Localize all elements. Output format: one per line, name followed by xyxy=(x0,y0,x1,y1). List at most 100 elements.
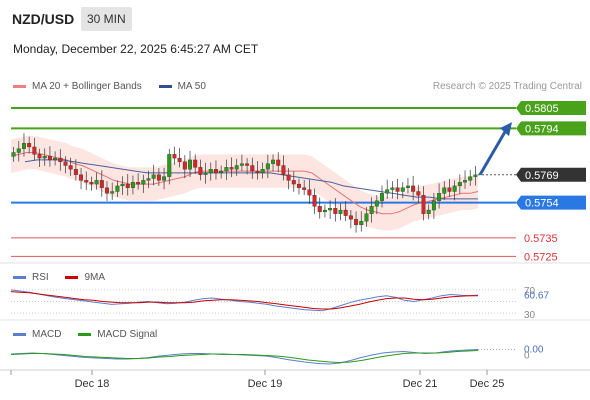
price-legend: MA 20 + Bollinger Bands MA 50 xyxy=(13,81,220,92)
x-tick-label: Dec 21 xyxy=(403,378,438,390)
legend-swatch-rsi-ma xyxy=(65,275,79,279)
candle-body xyxy=(312,195,317,207)
candle-body xyxy=(447,187,452,192)
rsi-ma-line xyxy=(10,291,478,310)
level-tag-0.5805 xyxy=(516,100,586,115)
x-tick-label: Dec 25 xyxy=(470,378,505,390)
x-tick-label: Dec 18 xyxy=(75,378,110,390)
candle-body xyxy=(260,169,265,174)
candle-body xyxy=(473,174,478,177)
level-tag-0.5769 xyxy=(516,167,586,182)
candle-body xyxy=(203,172,208,175)
chart-header: NZD/USD 30 MIN xyxy=(0,0,590,40)
macd-axis-label: 0 xyxy=(524,351,530,362)
candle-body xyxy=(115,185,120,192)
candle-body xyxy=(68,165,73,170)
candle-body xyxy=(239,163,244,166)
candle-body xyxy=(47,156,52,161)
macd-signal-line xyxy=(10,350,479,364)
candle-body xyxy=(374,200,379,207)
candle-body xyxy=(421,195,426,214)
legend-item-rsi: RSI xyxy=(13,272,49,283)
candle-body xyxy=(16,148,21,153)
candle-body xyxy=(276,159,281,166)
candle-body xyxy=(317,206,322,213)
candle-body xyxy=(359,221,364,226)
candle-body xyxy=(73,169,78,175)
candle-body xyxy=(177,157,182,162)
candle-body xyxy=(172,154,177,159)
credit-label: Research © 2025 Trading Central xyxy=(432,81,582,92)
candle-body xyxy=(167,154,172,177)
candle-body xyxy=(286,174,291,181)
candle-body xyxy=(395,187,400,192)
candle-body xyxy=(94,180,99,185)
candle-body xyxy=(463,180,467,183)
candle-body xyxy=(328,208,333,211)
forecast-arrow-head xyxy=(500,122,512,137)
rsi-line xyxy=(10,289,479,312)
legend-item-macd: MACD xyxy=(13,329,61,340)
ma20-line xyxy=(10,152,479,215)
candle-body xyxy=(291,180,296,185)
candle-body xyxy=(53,157,58,161)
candle-body xyxy=(99,180,104,188)
level-label-0.5769: 0.5769 xyxy=(525,170,559,182)
candle-body xyxy=(302,187,307,190)
candle-body xyxy=(457,182,462,187)
candle-body xyxy=(364,213,369,222)
candle-body xyxy=(125,183,130,188)
candle-body xyxy=(281,165,286,175)
level-label-0.5725: 0.5725 xyxy=(524,251,558,263)
candle-body xyxy=(110,191,115,194)
candle-body xyxy=(63,161,68,166)
candle-body xyxy=(120,183,125,187)
candle-body xyxy=(229,167,234,170)
macd-line xyxy=(10,349,479,365)
candle-body xyxy=(136,182,141,185)
candle-body xyxy=(182,161,187,170)
candle-body xyxy=(141,180,146,185)
candle-body xyxy=(431,200,436,211)
candle-body xyxy=(426,209,431,214)
candle-body xyxy=(322,209,327,213)
datetime-label: Monday, December 22, 2025 6:45:27 AM CET xyxy=(13,42,259,56)
candle-body xyxy=(348,215,353,220)
candle-body xyxy=(42,156,47,159)
candle-body xyxy=(224,167,229,172)
macd-legend: MACD MACD Signal xyxy=(13,329,171,340)
level-label-0.5735: 0.5735 xyxy=(524,233,558,245)
level-label-0.5754: 0.5754 xyxy=(525,198,559,210)
legend-swatch-ma50 xyxy=(158,84,172,88)
candle-body xyxy=(255,170,260,174)
candle-body xyxy=(219,170,224,174)
candle-body xyxy=(265,163,270,170)
timeframe-badge[interactable]: 30 MIN xyxy=(81,7,132,31)
candle-body xyxy=(84,180,89,183)
candle-body xyxy=(11,152,16,157)
legend-item-macd-signal: MACD Signal xyxy=(78,329,157,340)
candle-body xyxy=(452,185,457,192)
candle-body xyxy=(400,187,405,192)
candle-body xyxy=(369,206,374,214)
candle-body xyxy=(416,191,421,196)
candle-body xyxy=(198,167,203,175)
legend-swatch-ma20 xyxy=(13,84,26,88)
candle-body xyxy=(193,159,198,168)
candle-body xyxy=(234,165,239,170)
candle-body xyxy=(297,183,301,188)
candle-body xyxy=(146,178,151,181)
level-label-0.5805: 0.5805 xyxy=(525,103,559,115)
candle-body xyxy=(79,174,84,181)
candle-body xyxy=(151,174,156,179)
legend-item-rsi-ma: 9MA xyxy=(65,272,105,283)
rsi-axis-label: 60.67 xyxy=(524,290,549,301)
candle-body xyxy=(89,182,94,185)
x-tick-label: Dec 19 xyxy=(248,378,283,390)
candle-body xyxy=(307,189,312,196)
candle-body xyxy=(390,187,395,190)
legend-item-ma20: MA 20 + Bollinger Bands xyxy=(13,81,142,92)
macd-axis-label: 0.00 xyxy=(524,345,544,356)
candle-body xyxy=(162,176,167,181)
level-label-0.5794: 0.5794 xyxy=(525,123,559,135)
